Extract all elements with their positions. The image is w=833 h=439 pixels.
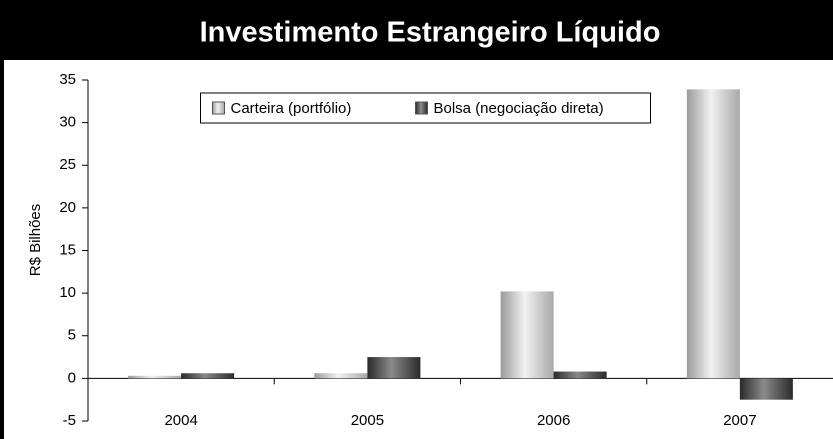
y-tick-label: 25 <box>59 156 76 173</box>
y-tick-label: 10 <box>59 284 76 301</box>
title-banner <box>0 0 833 60</box>
x-tick-label: 2006 <box>537 412 570 429</box>
legend-swatch <box>212 101 225 115</box>
y-tick-label: 35 <box>59 71 76 88</box>
x-tick-label: 2004 <box>164 412 197 429</box>
x-tick-label: 2007 <box>723 412 756 429</box>
y-tick-label: 15 <box>59 241 76 258</box>
y-tick-label: 0 <box>68 369 76 386</box>
y-tick-label: 20 <box>59 199 76 216</box>
bar <box>367 357 421 379</box>
frame <box>0 0 4 439</box>
chart-title: Investimento Estrangeiro Líquido <box>200 17 661 49</box>
bar <box>181 373 235 379</box>
bar <box>739 378 793 400</box>
y-tick-label: 5 <box>68 327 76 344</box>
y-tick-label: 30 <box>59 114 76 131</box>
x-tick-label: 2005 <box>351 412 384 429</box>
y-axis-label: R$ Bilhões <box>27 204 44 277</box>
bar <box>314 373 368 379</box>
legend-swatch <box>415 101 428 115</box>
bar <box>686 89 740 379</box>
bar <box>500 291 554 379</box>
bar <box>553 371 607 379</box>
bar <box>128 375 182 379</box>
y-tick-label: -5 <box>63 412 76 429</box>
legend-label: Bolsa (negociação direta) <box>434 100 604 117</box>
legend-label: Carteira (portfólio) <box>231 100 352 117</box>
